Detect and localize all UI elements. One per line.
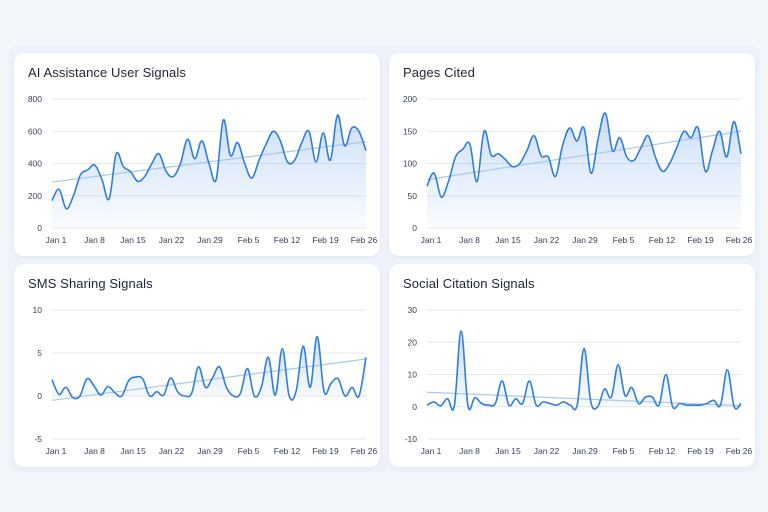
x-tick-label: Feb 12 (274, 235, 301, 245)
x-tick-label: Feb 12 (649, 235, 676, 245)
x-tick-label: Jan 1 (421, 235, 442, 245)
y-tick-label: 10 (408, 370, 418, 380)
x-tick-label: Jan 29 (197, 235, 223, 245)
y-tick-label: 0 (37, 223, 42, 233)
y-tick-label: 20 (408, 337, 418, 347)
y-tick-label: 50 (408, 191, 418, 201)
y-tick-label: 100 (403, 159, 417, 169)
y-tick-label: 200 (28, 191, 42, 201)
x-tick-label: Jan 15 (495, 446, 521, 456)
x-tick-label: Jan 29 (572, 446, 598, 456)
chart-title: SMS Sharing Signals (28, 276, 153, 291)
y-tick-label: 150 (403, 126, 417, 136)
y-tick-label: 0 (412, 402, 417, 412)
series-area (52, 336, 366, 401)
x-tick-label: Feb 19 (687, 446, 714, 456)
x-tick-label: Jan 1 (46, 446, 67, 456)
x-tick-label: Jan 29 (572, 235, 598, 245)
series-line (51, 335, 367, 401)
x-tick-label: Feb 5 (238, 446, 260, 456)
y-tick-label: -10 (405, 434, 418, 444)
y-tick-label: 400 (28, 159, 42, 169)
y-tick-label: 0 (37, 391, 42, 401)
chart-sms-sharing: -5 0 5 10 Jan 1 Jan 8 Jan 15 Jan 22 Jan 29 Feb 5 F… (33, 305, 378, 456)
y-tick-label: 600 (28, 126, 42, 136)
chart-pages-cited: 0 50 100 150 200 Jan 1 Jan 8 Jan 15 Jan 22 Jan 29… (403, 94, 753, 245)
x-tick-label: Jan 8 (84, 446, 105, 456)
x-tick-label: Jan 22 (159, 446, 185, 456)
x-tick-label: Jan 22 (534, 446, 560, 456)
x-tick-label: Jan 1 (46, 235, 67, 245)
chart-card-sms-sharing: SMS Sharing Signals -5 0 5 10 Jan 1 Jan 8 Jan … (14, 264, 380, 467)
y-tick-label: 30 (408, 305, 418, 315)
x-tick-label: Jan 15 (495, 235, 521, 245)
x-tick-label: Feb 19 (687, 235, 714, 245)
x-tick-label: Feb 5 (613, 446, 635, 456)
x-tick-label: Feb 19 (312, 446, 339, 456)
chart-title: Pages Cited (403, 65, 475, 80)
x-tick-label: Jan 1 (421, 446, 442, 456)
trend-line (426, 391, 742, 407)
x-tick-label: Jan 15 (120, 446, 146, 456)
y-tick-label: -5 (34, 434, 42, 444)
series-area (52, 114, 366, 228)
x-tick-label: Feb 26 (351, 446, 378, 456)
x-tick-label: Feb 26 (726, 446, 753, 456)
chart-social-citation: -10 0 10 20 30 Jan 1 Jan 8 Jan 15 Jan 22 Jan 29 Fe… (405, 305, 753, 456)
series-area (427, 112, 741, 228)
x-tick-label: Feb 26 (351, 235, 378, 245)
x-tick-label: Feb 5 (613, 235, 635, 245)
x-tick-label: Jan 22 (159, 235, 185, 245)
x-tick-label: Feb 12 (649, 446, 676, 456)
chart-card-pages-cited: Pages Cited 0 50 100 150 200 Jan 1 Jan 8 Jan 15… (389, 53, 755, 256)
x-tick-label: Jan 8 (84, 235, 105, 245)
x-tick-label: Jan 8 (459, 235, 480, 245)
chart-title: Social Citation Signals (403, 276, 535, 291)
x-tick-label: Jan 29 (197, 446, 223, 456)
chart-card-social-citation: Social Citation Signals -10 0 10 20 30 Jan 1 J… (389, 264, 755, 467)
x-tick-label: Jan 22 (534, 235, 560, 245)
y-tick-label: 0 (412, 223, 417, 233)
x-tick-label: Feb 26 (726, 235, 753, 245)
x-tick-label: Feb 5 (238, 235, 260, 245)
x-tick-label: Jan 8 (459, 446, 480, 456)
y-tick-label: 5 (37, 348, 42, 358)
chart-title: AI Assistance User Signals (28, 65, 186, 80)
x-tick-label: Jan 15 (120, 235, 146, 245)
x-tick-label: Feb 19 (312, 235, 339, 245)
y-tick-label: 800 (28, 94, 42, 104)
chart-ai-assistance: 0 200 400 600 800 Jan 1 Jan 8 Jan 15 Jan 22 Jan 2… (28, 94, 378, 245)
x-tick-label: Feb 12 (274, 446, 301, 456)
y-tick-label: 200 (403, 94, 417, 104)
y-tick-label: 10 (33, 305, 43, 315)
chart-card-ai-assistance: AI Assistance User Signals 0 200 400 600 800… (14, 53, 380, 256)
